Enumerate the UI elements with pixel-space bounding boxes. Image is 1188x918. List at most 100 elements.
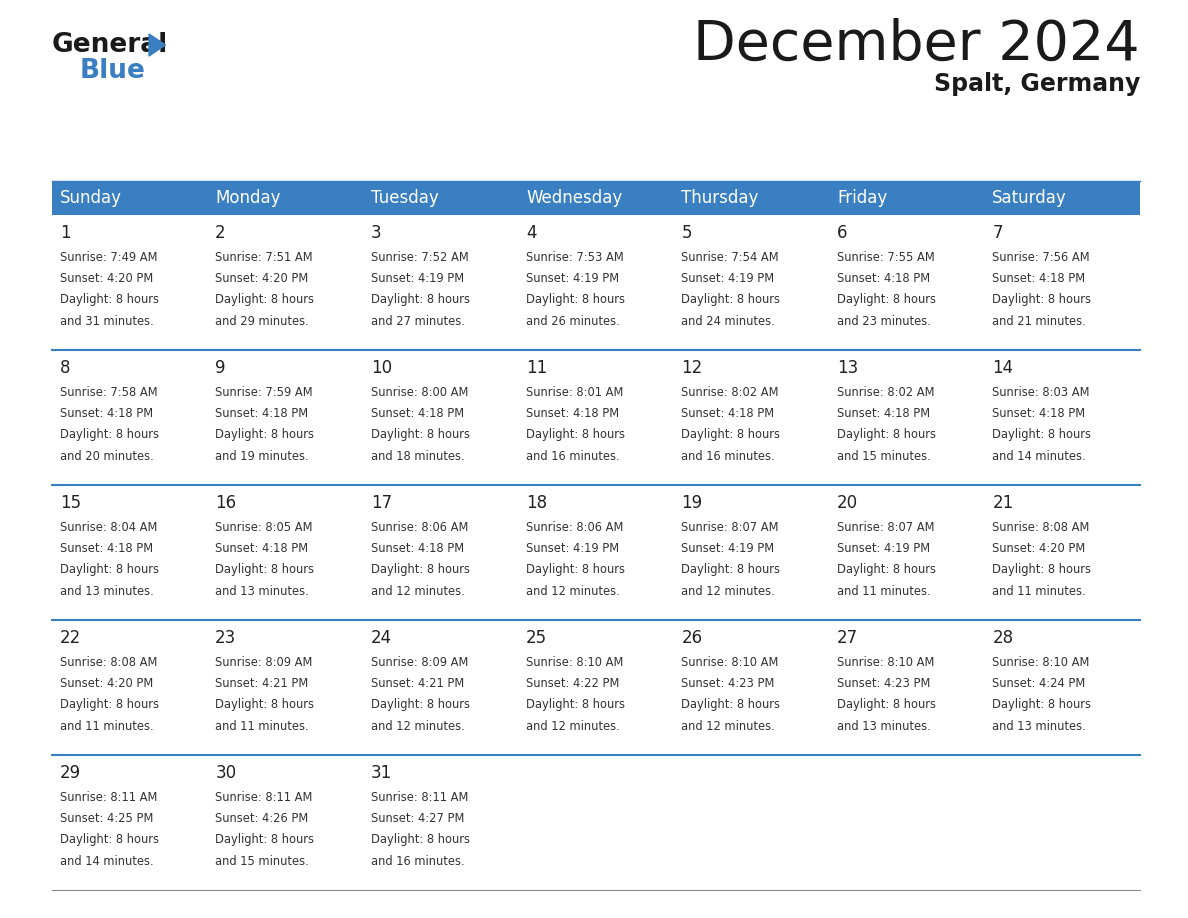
Text: 8: 8: [59, 360, 70, 377]
Text: Daylight: 8 hours: Daylight: 8 hours: [526, 294, 625, 307]
Text: Sunset: 4:27 PM: Sunset: 4:27 PM: [371, 812, 465, 825]
Text: December 2024: December 2024: [694, 18, 1140, 72]
Text: 22: 22: [59, 630, 81, 647]
Text: Sunset: 4:18 PM: Sunset: 4:18 PM: [215, 407, 309, 420]
Text: Daylight: 8 hours: Daylight: 8 hours: [215, 429, 314, 442]
Text: 11: 11: [526, 360, 548, 377]
Text: Sunset: 4:18 PM: Sunset: 4:18 PM: [371, 543, 463, 555]
Text: Sunrise: 8:06 AM: Sunrise: 8:06 AM: [371, 521, 468, 533]
Text: Sunrise: 8:09 AM: Sunrise: 8:09 AM: [371, 655, 468, 669]
Text: and 19 minutes.: and 19 minutes.: [215, 450, 309, 463]
Text: Sunset: 4:18 PM: Sunset: 4:18 PM: [215, 543, 309, 555]
Text: Sunset: 4:21 PM: Sunset: 4:21 PM: [371, 677, 463, 690]
Bar: [674, 215, 829, 350]
Text: Daylight: 8 hours: Daylight: 8 hours: [215, 294, 314, 307]
Text: Sunset: 4:19 PM: Sunset: 4:19 PM: [526, 272, 619, 285]
Bar: [518, 485, 674, 620]
Text: Sunset: 4:19 PM: Sunset: 4:19 PM: [836, 543, 930, 555]
Text: 19: 19: [682, 495, 702, 512]
Text: Daylight: 8 hours: Daylight: 8 hours: [836, 564, 936, 577]
Text: and 21 minutes.: and 21 minutes.: [992, 315, 1086, 328]
Text: Sunrise: 8:00 AM: Sunrise: 8:00 AM: [371, 386, 468, 398]
Text: Sunset: 4:18 PM: Sunset: 4:18 PM: [992, 407, 1086, 420]
Bar: [674, 350, 829, 485]
Text: and 15 minutes.: and 15 minutes.: [215, 855, 309, 868]
Text: 28: 28: [992, 630, 1013, 647]
Bar: [208, 620, 362, 755]
Text: Sunset: 4:23 PM: Sunset: 4:23 PM: [836, 677, 930, 690]
Text: and 24 minutes.: and 24 minutes.: [682, 315, 776, 328]
Bar: [829, 755, 985, 890]
Text: and 12 minutes.: and 12 minutes.: [682, 585, 776, 598]
Text: Spalt, Germany: Spalt, Germany: [934, 72, 1140, 96]
Text: Sunrise: 8:01 AM: Sunrise: 8:01 AM: [526, 386, 624, 398]
Text: Sunrise: 8:11 AM: Sunrise: 8:11 AM: [59, 790, 157, 804]
Text: Sunset: 4:18 PM: Sunset: 4:18 PM: [526, 407, 619, 420]
Bar: [52, 181, 1140, 215]
Text: Sunset: 4:18 PM: Sunset: 4:18 PM: [371, 407, 463, 420]
Text: and 12 minutes.: and 12 minutes.: [371, 585, 465, 598]
Bar: [829, 485, 985, 620]
Bar: [362, 215, 518, 350]
Text: Sunrise: 8:07 AM: Sunrise: 8:07 AM: [836, 521, 935, 533]
Bar: [52, 620, 208, 755]
Text: and 13 minutes.: and 13 minutes.: [992, 720, 1086, 733]
Bar: [52, 350, 208, 485]
Text: Daylight: 8 hours: Daylight: 8 hours: [215, 564, 314, 577]
Text: 31: 31: [371, 765, 392, 782]
Text: Sunrise: 8:04 AM: Sunrise: 8:04 AM: [59, 521, 157, 533]
Bar: [829, 215, 985, 350]
Text: Sunrise: 8:02 AM: Sunrise: 8:02 AM: [836, 386, 935, 398]
Text: and 13 minutes.: and 13 minutes.: [836, 720, 930, 733]
Text: Daylight: 8 hours: Daylight: 8 hours: [215, 699, 314, 711]
Text: 9: 9: [215, 360, 226, 377]
Text: Monday: Monday: [215, 189, 280, 207]
Text: Sunset: 4:18 PM: Sunset: 4:18 PM: [682, 407, 775, 420]
Bar: [52, 215, 208, 350]
Bar: [362, 350, 518, 485]
Text: Daylight: 8 hours: Daylight: 8 hours: [59, 294, 159, 307]
Text: Daylight: 8 hours: Daylight: 8 hours: [836, 429, 936, 442]
Bar: [52, 755, 208, 890]
Text: Saturday: Saturday: [992, 189, 1067, 207]
Bar: [518, 620, 674, 755]
Bar: [674, 620, 829, 755]
Text: 10: 10: [371, 360, 392, 377]
Text: Sunrise: 7:52 AM: Sunrise: 7:52 AM: [371, 251, 468, 263]
Text: and 16 minutes.: and 16 minutes.: [526, 450, 620, 463]
Text: Daylight: 8 hours: Daylight: 8 hours: [682, 699, 781, 711]
Bar: [829, 620, 985, 755]
Text: Sunrise: 8:05 AM: Sunrise: 8:05 AM: [215, 521, 312, 533]
Text: Sunset: 4:19 PM: Sunset: 4:19 PM: [371, 272, 463, 285]
Text: Sunset: 4:19 PM: Sunset: 4:19 PM: [526, 543, 619, 555]
Bar: [362, 755, 518, 890]
Text: 29: 29: [59, 765, 81, 782]
Text: Sunset: 4:20 PM: Sunset: 4:20 PM: [59, 677, 153, 690]
Text: Sunrise: 7:51 AM: Sunrise: 7:51 AM: [215, 251, 312, 263]
Text: Sunset: 4:19 PM: Sunset: 4:19 PM: [682, 543, 775, 555]
Text: Sunrise: 8:10 AM: Sunrise: 8:10 AM: [992, 655, 1089, 669]
Text: Sunrise: 7:59 AM: Sunrise: 7:59 AM: [215, 386, 312, 398]
Text: Sunrise: 8:10 AM: Sunrise: 8:10 AM: [836, 655, 934, 669]
Text: Sunrise: 8:03 AM: Sunrise: 8:03 AM: [992, 386, 1089, 398]
Text: Sunset: 4:18 PM: Sunset: 4:18 PM: [59, 407, 153, 420]
Text: Sunrise: 7:55 AM: Sunrise: 7:55 AM: [836, 251, 935, 263]
Text: Daylight: 8 hours: Daylight: 8 hours: [59, 699, 159, 711]
Text: and 12 minutes.: and 12 minutes.: [371, 720, 465, 733]
Text: and 11 minutes.: and 11 minutes.: [836, 585, 930, 598]
Bar: [518, 350, 674, 485]
Text: 17: 17: [371, 495, 392, 512]
Text: and 13 minutes.: and 13 minutes.: [59, 585, 153, 598]
Text: 6: 6: [836, 224, 847, 242]
Text: Sunrise: 8:06 AM: Sunrise: 8:06 AM: [526, 521, 624, 533]
Text: Sunrise: 8:08 AM: Sunrise: 8:08 AM: [992, 521, 1089, 533]
Bar: [674, 485, 829, 620]
Text: 18: 18: [526, 495, 548, 512]
Text: Sunrise: 8:02 AM: Sunrise: 8:02 AM: [682, 386, 779, 398]
Text: Sunrise: 7:54 AM: Sunrise: 7:54 AM: [682, 251, 779, 263]
Text: Sunrise: 8:10 AM: Sunrise: 8:10 AM: [682, 655, 779, 669]
Text: Daylight: 8 hours: Daylight: 8 hours: [371, 699, 469, 711]
Text: Friday: Friday: [836, 189, 887, 207]
Text: 15: 15: [59, 495, 81, 512]
Text: 21: 21: [992, 495, 1013, 512]
